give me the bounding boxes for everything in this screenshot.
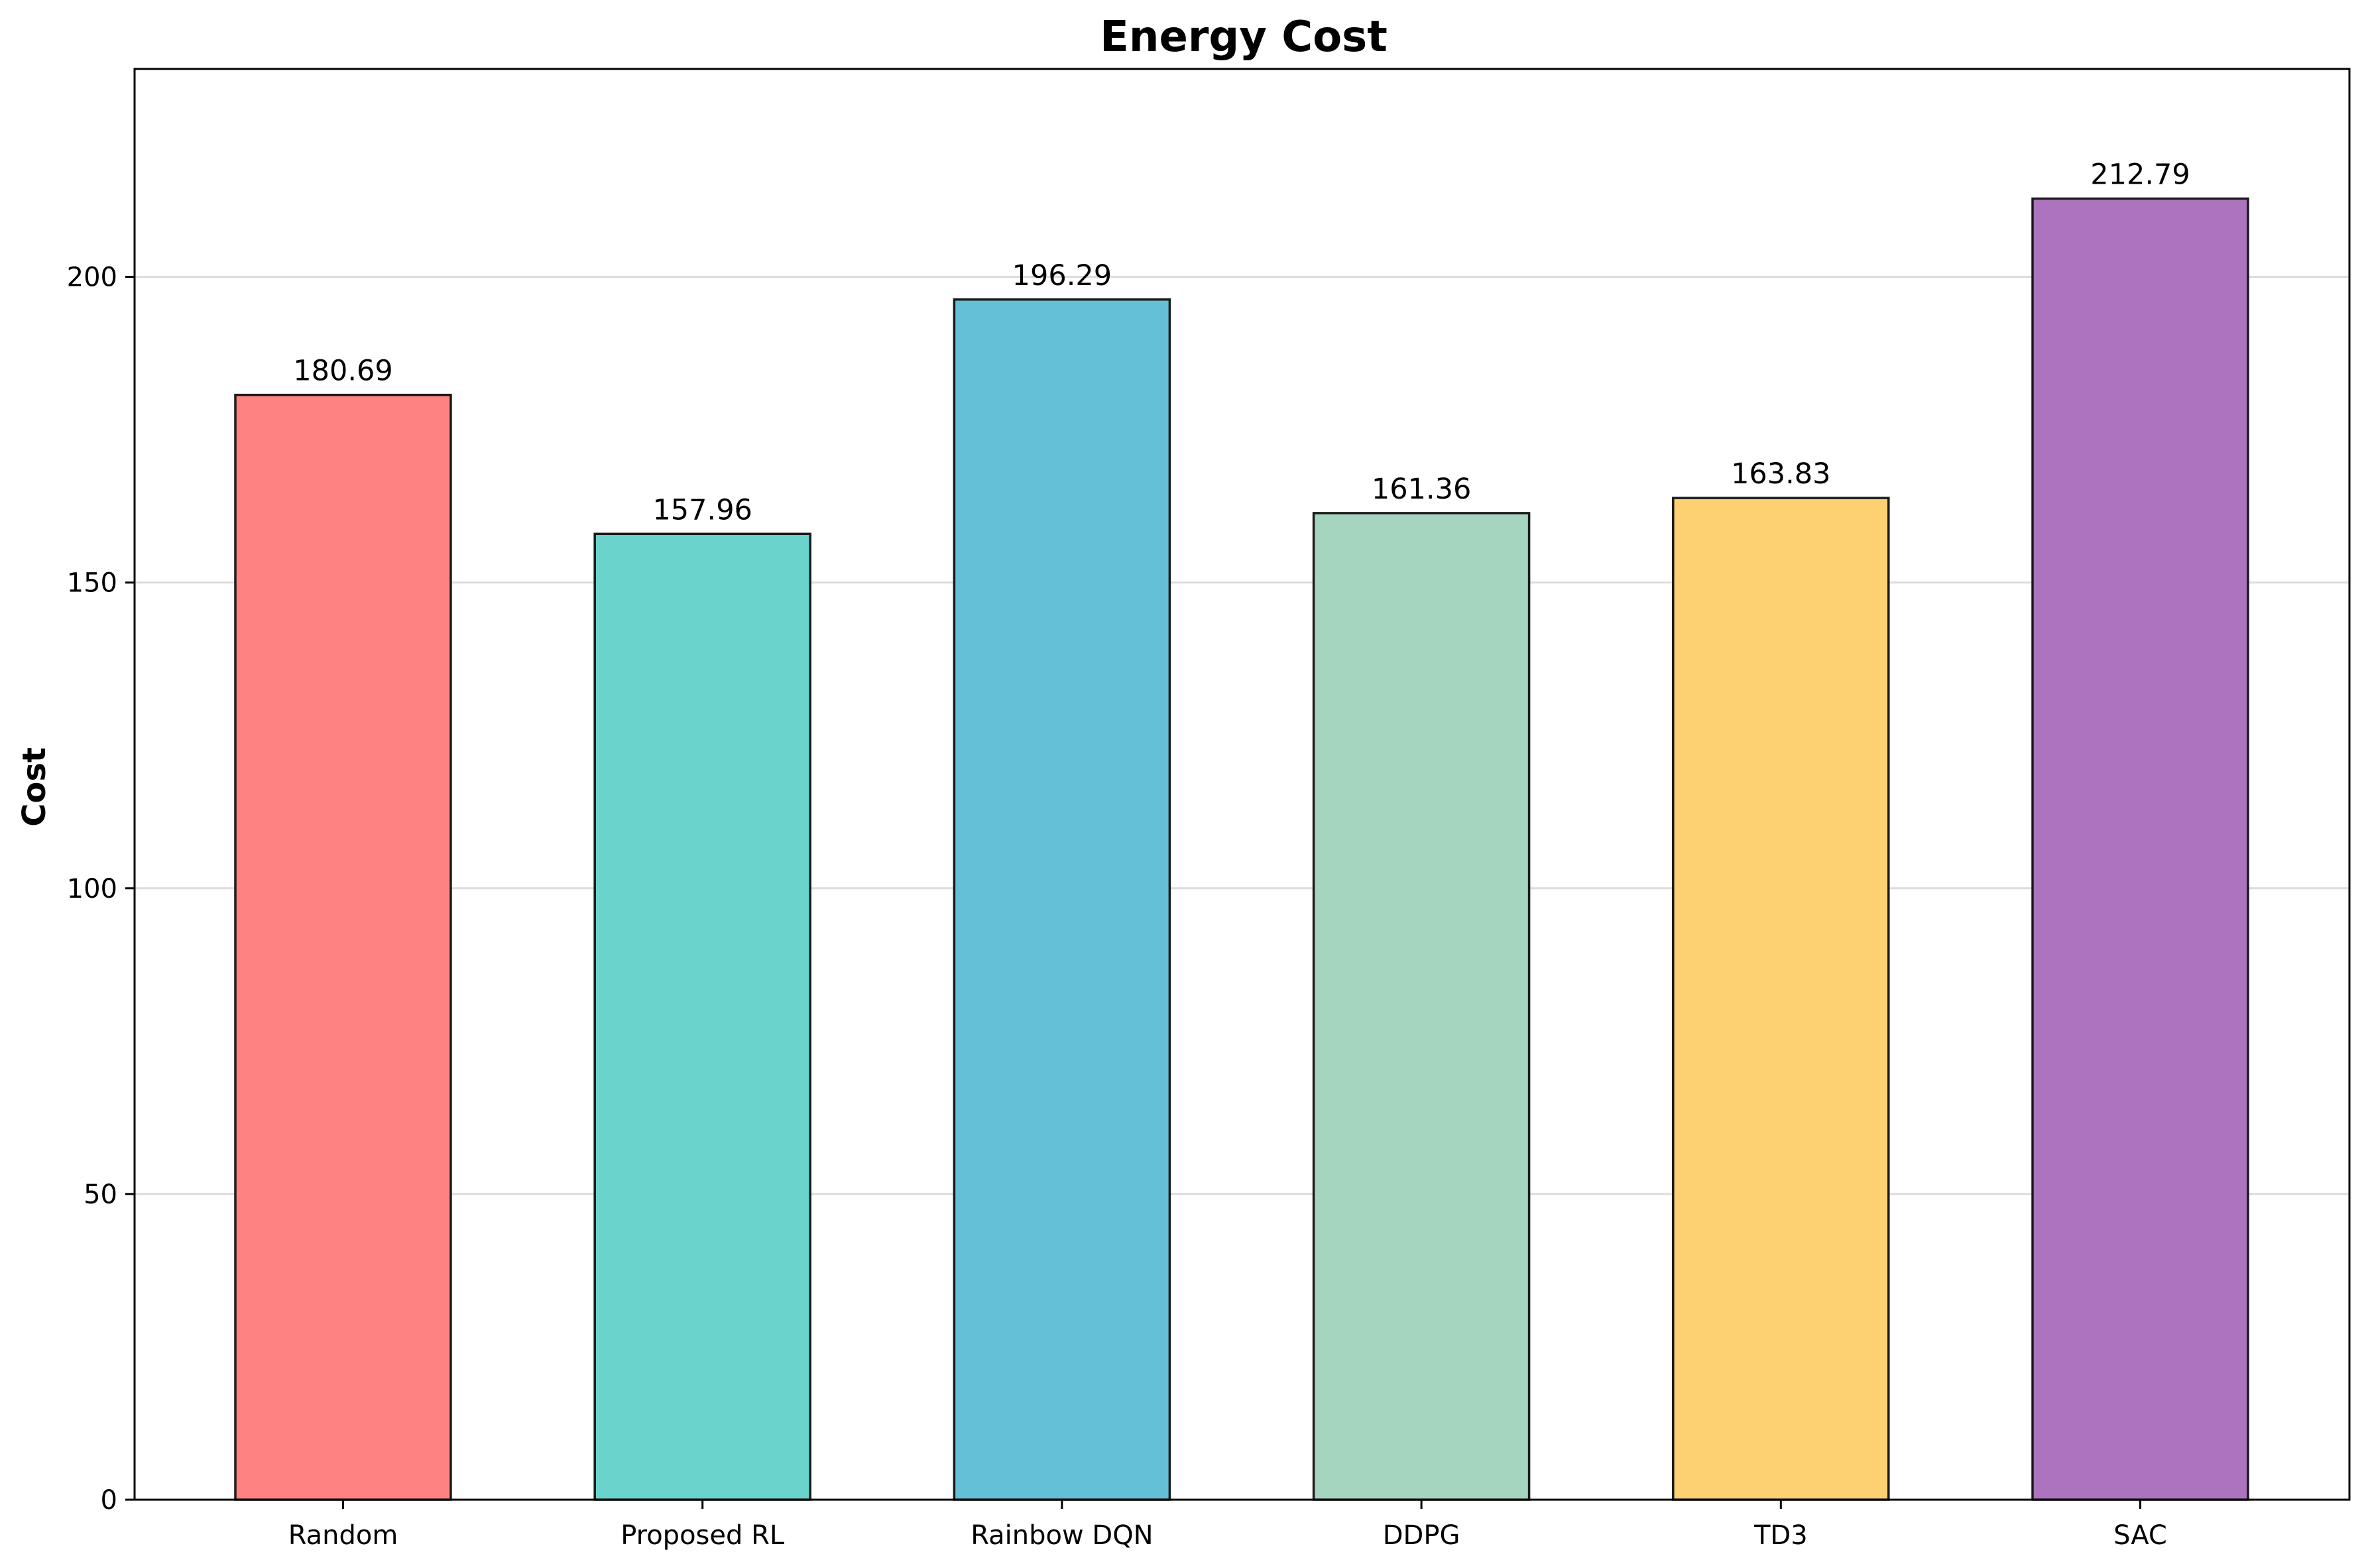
- bar-td3: [1672, 497, 1890, 1501]
- x-tick-label: DDPG: [1383, 1520, 1460, 1551]
- bar-sac: [2031, 197, 2249, 1501]
- bar-ddpg: [1312, 512, 1531, 1501]
- bar-value-label: 157.96: [652, 493, 752, 526]
- bars: [234, 197, 2249, 1501]
- y-tick-label: 150: [67, 568, 117, 599]
- bar-proposed-rl: [593, 532, 811, 1501]
- bar-random: [234, 393, 452, 1501]
- x-tick-label: Random: [288, 1520, 398, 1551]
- y-axis-ticks: 0 50 100 150 200: [67, 263, 135, 1516]
- plot-frame: [133, 68, 2351, 1501]
- bar-value-label: 163.83: [1731, 457, 1830, 491]
- bar-value-label: 212.79: [2090, 158, 2190, 192]
- x-tick-label: Proposed RL: [621, 1520, 785, 1551]
- x-axis-ticks: Random Proposed RL Rainbow DQN DDPG TD3 SAC: [288, 1500, 2167, 1551]
- bar-value-label: 196.29: [1012, 259, 1112, 292]
- chart-title: Energy Cost: [1100, 13, 1388, 62]
- y-tick-label: 200: [67, 263, 117, 293]
- y-tick-label: 0: [101, 1485, 117, 1516]
- y-tick-label: 50: [84, 1179, 117, 1210]
- y-axis-label: Cost: [16, 747, 53, 827]
- bar-value-labels: 180.69 157.96 196.29 161.36 163.83 212.79: [293, 158, 2190, 527]
- bar-value-label: 180.69: [293, 355, 392, 388]
- bar-value-label: 161.36: [1372, 473, 1471, 506]
- x-tick-label: TD3: [1753, 1520, 1808, 1551]
- x-tick-label: Rainbow DQN: [971, 1520, 1153, 1551]
- y-tick-label: 100: [67, 874, 117, 904]
- gridlines: [135, 276, 2349, 1195]
- bar-rainbow-dqn: [953, 298, 1171, 1501]
- x-tick-label: SAC: [2113, 1520, 2167, 1551]
